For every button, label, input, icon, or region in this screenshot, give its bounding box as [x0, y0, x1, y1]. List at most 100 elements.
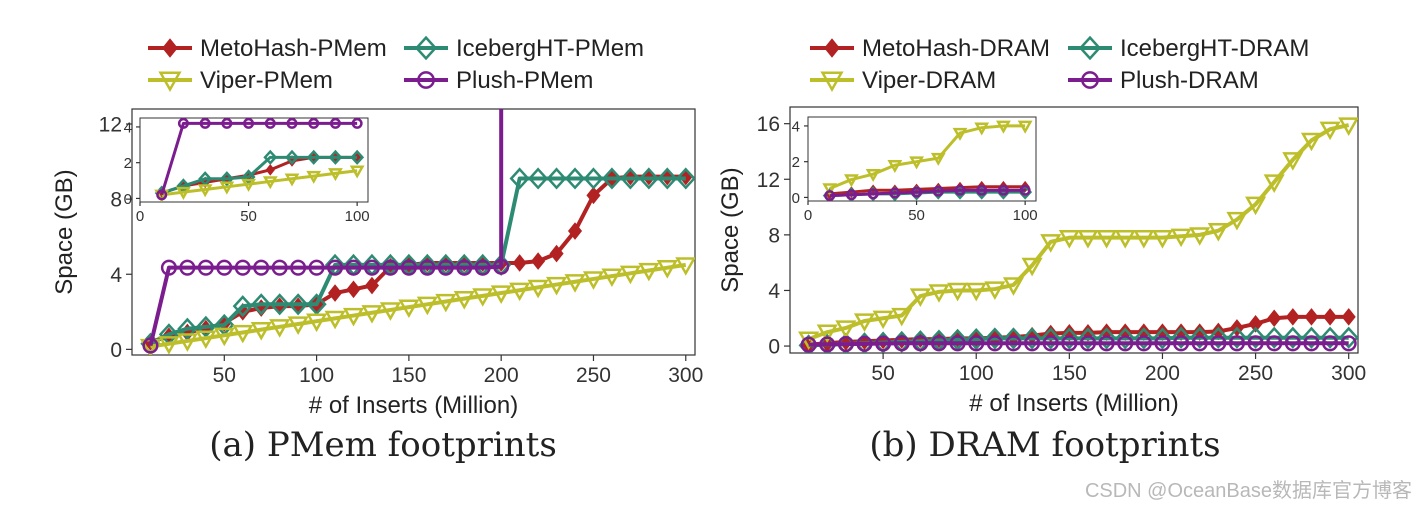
- point-meto: [1323, 308, 1338, 326]
- y-tick-label: 16: [757, 113, 780, 136]
- inset-point-plush: [286, 118, 298, 129]
- inset-point-viper: [262, 176, 278, 190]
- point-plush: [1303, 335, 1320, 352]
- point-viper: [1002, 277, 1025, 296]
- point-iceberg: [1059, 327, 1080, 350]
- point-viper: [1207, 223, 1229, 242]
- point-plush: [1135, 335, 1152, 352]
- inset-point-viper: [865, 168, 881, 182]
- legend-marker: [414, 35, 438, 61]
- point-plush: [1079, 335, 1097, 352]
- point-plush: [474, 259, 491, 276]
- point-meto: [549, 244, 564, 263]
- inset-y-tick-label: 2: [124, 155, 132, 172]
- legend-marker: [820, 71, 844, 92]
- inset-point-plush: [845, 189, 857, 201]
- inset-x-tick-label: 100: [1013, 207, 1038, 224]
- inset-point-plush: [243, 118, 255, 129]
- inset-point-viper: [974, 122, 990, 136]
- legend: MetoHash-DRAM IcebergHT-DRAM Viper-DRAM Plu…: [810, 35, 1309, 94]
- point-viper: [287, 316, 309, 335]
- point-viper: [527, 279, 549, 299]
- inset-point-plush: [911, 186, 923, 198]
- point-iceberg: [564, 167, 586, 190]
- inset-point-viper: [241, 178, 256, 192]
- series-plush: [800, 335, 1357, 353]
- series-plush: [142, 109, 510, 354]
- point-plush: [400, 259, 417, 276]
- point-viper: [546, 276, 568, 296]
- point-plush: [234, 259, 251, 276]
- point-viper: [965, 282, 987, 302]
- inset-x-tick-label: 0: [804, 207, 812, 224]
- point-plush: [949, 335, 966, 352]
- point-viper: [656, 260, 678, 279]
- point-meto: [1248, 315, 1263, 333]
- point-viper: [213, 327, 235, 347]
- point-plush: [856, 335, 873, 352]
- x-tick-label: 300: [1331, 362, 1366, 385]
- inset-y-tick-label: 0: [792, 190, 800, 207]
- point-plush: [363, 259, 381, 276]
- point-meto: [1267, 309, 1282, 328]
- point-viper: [1300, 132, 1322, 152]
- point-viper: [1058, 229, 1080, 249]
- point-viper: [269, 319, 291, 338]
- inset-point-viper: [349, 165, 365, 179]
- point-viper: [947, 282, 969, 302]
- point-plush: [253, 259, 270, 276]
- point-viper: [1319, 121, 1341, 141]
- point-iceberg: [177, 317, 198, 340]
- legend-marker: [1081, 71, 1099, 89]
- inset-x-tick-label: 50: [908, 207, 925, 224]
- point-iceberg: [1115, 327, 1136, 350]
- legend-label: IcebergHT-DRAM: [1120, 35, 1309, 62]
- legend-label: Viper-PMem: [200, 67, 333, 94]
- point-meto: [567, 222, 583, 240]
- point-plush: [1117, 335, 1134, 352]
- point-iceberg: [288, 293, 309, 316]
- point-plush: [142, 337, 159, 354]
- point-meto: [346, 280, 361, 299]
- y-tick-label: 12: [757, 169, 780, 192]
- legend-item-plush: Plush-PMem: [404, 67, 593, 94]
- inset-plot-area: [154, 118, 365, 202]
- inset-series-viper: [154, 165, 365, 202]
- point-iceberg: [583, 167, 604, 190]
- inset-chart: 0 50 100 0 2 4: [124, 117, 370, 225]
- point-plush: [1173, 335, 1190, 352]
- point-plush: [493, 258, 510, 275]
- x-axis-title: # of Inserts (Million): [309, 392, 518, 419]
- point-meto: [364, 276, 380, 295]
- y-tick-label: 4: [110, 264, 122, 287]
- point-viper: [1226, 211, 1248, 231]
- legend-marker: [158, 71, 182, 92]
- point-viper: [435, 293, 457, 313]
- x-tick-label: 150: [391, 364, 426, 387]
- legend-label: MetoHash-PMem: [200, 35, 387, 62]
- point-iceberg: [1152, 327, 1173, 350]
- inset-point-plush: [308, 118, 320, 129]
- inset-line-viper: [829, 124, 1026, 190]
- point-plush: [326, 259, 344, 276]
- point-viper: [638, 262, 660, 282]
- point-plush: [1061, 335, 1078, 352]
- inset-point-iceberg: [219, 171, 234, 187]
- inset-point-viper: [909, 156, 924, 170]
- point-plush: [1154, 335, 1171, 352]
- point-viper: [984, 281, 1006, 301]
- point-viper: [1133, 229, 1155, 249]
- point-meto: [1285, 308, 1300, 326]
- point-meto: [328, 284, 343, 302]
- legend-marker: [162, 38, 178, 58]
- inset-series-plush: [824, 184, 1031, 201]
- inset-series-viper: [822, 120, 1033, 197]
- point-viper: [816, 324, 838, 344]
- point-plush: [179, 259, 196, 276]
- inset-y-tick-label: 0: [124, 191, 132, 208]
- inset-point-plush: [329, 118, 341, 129]
- legend-item-iceberg: IcebergHT-PMem: [404, 35, 644, 62]
- point-viper: [928, 284, 950, 303]
- inset-point-plush: [867, 188, 879, 200]
- point-viper: [1338, 117, 1358, 137]
